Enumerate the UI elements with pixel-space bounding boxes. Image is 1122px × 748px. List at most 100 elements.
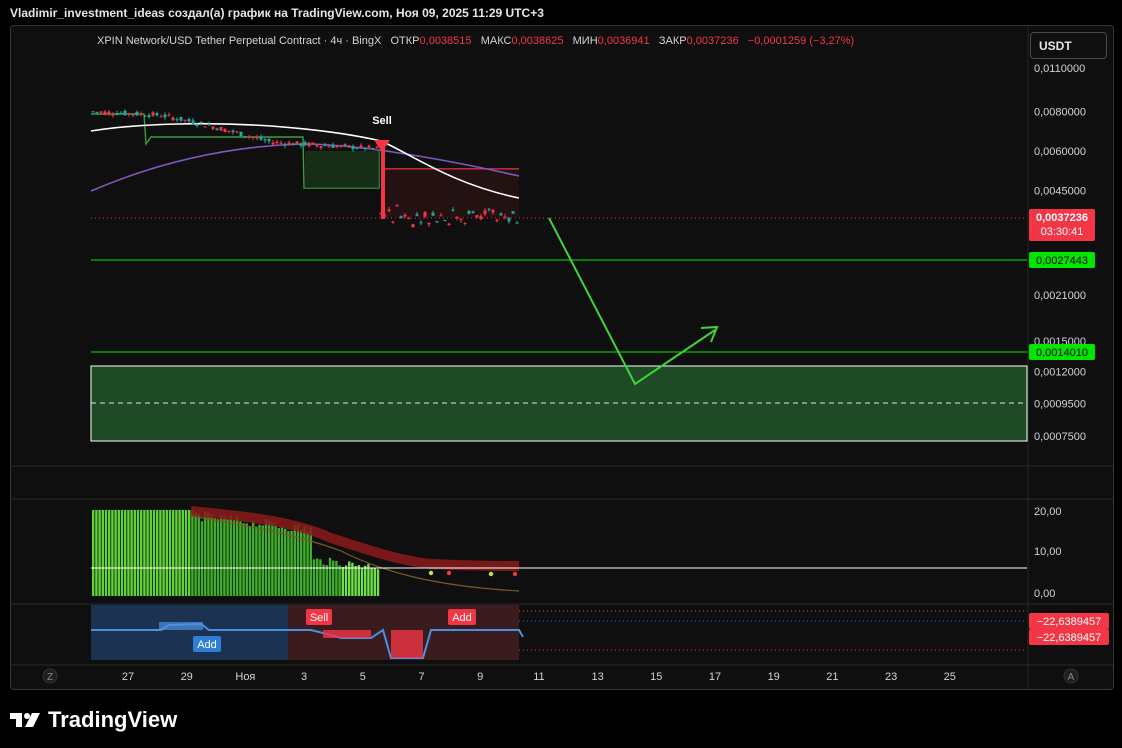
histogram-bar xyxy=(226,519,229,596)
currency-button[interactable]: USDT xyxy=(1030,32,1107,59)
time-axis-tick: 15 xyxy=(650,671,662,683)
candle-body xyxy=(183,119,187,121)
histogram-bar xyxy=(367,564,370,596)
candle-body xyxy=(303,142,307,146)
time-axis-tick: 27 xyxy=(122,671,134,683)
candle-body xyxy=(243,136,247,138)
trend-stop-zone xyxy=(305,151,379,188)
histogram-bar xyxy=(101,510,104,596)
histogram-bar xyxy=(325,565,328,596)
time-axis-tick: 23 xyxy=(885,671,897,683)
level-upper-badge xyxy=(1029,252,1095,268)
histogram-bar xyxy=(172,510,175,596)
candle-body xyxy=(195,124,199,126)
symbol-legend: XPIN Network/USD Tether Perpetual Contra… xyxy=(97,35,854,47)
chart-caption: Vladimir_investment_ideas создал(а) граф… xyxy=(10,6,544,20)
time-axis-tick: 29 xyxy=(181,671,193,683)
add-signal-badge[interactable] xyxy=(448,609,476,625)
candle-body xyxy=(171,117,175,121)
candle-body xyxy=(175,119,179,121)
histogram-bar xyxy=(114,510,117,596)
histogram-bar xyxy=(316,558,319,596)
candle-body xyxy=(247,136,251,138)
candle-body xyxy=(203,126,207,128)
time-axis-tick: 17 xyxy=(709,671,721,683)
histogram-bar xyxy=(290,530,293,596)
candle-body xyxy=(367,145,371,148)
ind2-value-1: −22,6389457 xyxy=(1037,616,1102,628)
momentum-histogram xyxy=(92,510,380,596)
auto-scale-toggle[interactable] xyxy=(1063,668,1079,684)
candle-body xyxy=(287,142,291,146)
candle-body xyxy=(515,222,519,224)
price-axis-tick: 0,0045000 xyxy=(1034,186,1086,198)
histogram-bar xyxy=(124,510,127,596)
candle-body xyxy=(103,111,107,115)
histogram-bar xyxy=(162,510,165,596)
histogram-bar xyxy=(117,510,120,596)
candle-body xyxy=(143,115,147,117)
histogram-bar xyxy=(130,510,133,596)
candle-body xyxy=(159,116,163,118)
candle-body xyxy=(451,209,455,211)
sell-signal-marker[interactable] xyxy=(374,140,390,152)
log-scale-toggle[interactable] xyxy=(42,668,58,684)
histogram-bar xyxy=(344,565,348,596)
time-axis-tick: 7 xyxy=(418,671,424,683)
signal-dot xyxy=(512,571,518,577)
time-axis-tick: 21 xyxy=(826,671,838,683)
candle-body xyxy=(339,145,343,147)
ind2-bull-bars xyxy=(159,622,203,630)
tradingview-logo-icon xyxy=(10,713,40,728)
histogram-bar xyxy=(341,566,344,596)
candle-body xyxy=(415,214,419,216)
ind1-tick: 10,00 xyxy=(1034,546,1062,558)
projection-path[interactable] xyxy=(548,217,716,386)
histogram-bar xyxy=(98,510,101,596)
add-signal-badge[interactable] xyxy=(193,636,221,652)
candle-body xyxy=(423,211,427,217)
histogram-bar xyxy=(108,510,111,596)
histogram-bar xyxy=(248,526,252,596)
histogram-bar xyxy=(149,510,152,596)
change-value: −0,0001259 (−3,27%) xyxy=(747,35,855,47)
candle-body xyxy=(483,210,487,215)
candle-body xyxy=(107,111,111,115)
sell-signal-badge[interactable] xyxy=(306,609,332,625)
candle-body xyxy=(471,211,475,214)
time-axis-tick: 9 xyxy=(477,671,483,683)
histogram-bar xyxy=(111,510,114,596)
chart-frame: XPIN Network/USD Tether Perpetual Contra… xyxy=(10,25,1114,690)
histogram-bar xyxy=(181,510,184,596)
sell-signal-label: Sell xyxy=(372,115,392,127)
candle-body xyxy=(187,119,191,122)
candle-body xyxy=(395,205,399,207)
histogram-bar xyxy=(197,513,200,596)
histogram-bar xyxy=(92,510,95,596)
signal-dot xyxy=(488,571,494,577)
footer-brand[interactable]: TradingView xyxy=(10,706,177,733)
last-price-value: 0,0037236 xyxy=(1036,212,1088,224)
time-axis[interactable]: 27 29 Ноя 3 5 7 9 11 13 15 17 19 21 23 25 xyxy=(122,671,956,683)
candle-body xyxy=(167,114,171,116)
candle-body xyxy=(331,144,335,148)
ind1-tick: 0,00 xyxy=(1034,588,1055,600)
price-axis[interactable]: 0,0110000 0,0080000 0,0060000 0,0045000 0,00… xyxy=(1034,63,1086,443)
histogram-bar xyxy=(175,510,178,596)
candle-body xyxy=(407,217,411,219)
indicator-cloud xyxy=(190,506,520,571)
candle-body xyxy=(235,131,239,133)
candle-body xyxy=(375,146,379,148)
histogram-bar xyxy=(293,524,296,596)
histogram-bar xyxy=(338,565,341,596)
histogram-bar xyxy=(191,510,194,596)
level-lower-value: 0,0014010 xyxy=(1036,347,1088,359)
histogram-bar xyxy=(168,510,172,596)
histogram-bar xyxy=(252,520,255,596)
symbol-title[interactable]: XPIN Network/USD Tether Perpetual Contra… xyxy=(97,35,382,47)
candle-body xyxy=(447,223,451,225)
candle-body xyxy=(135,111,139,116)
open-label: ОТКР xyxy=(390,35,420,47)
candle-body xyxy=(111,114,115,116)
histogram-bar xyxy=(376,569,380,596)
